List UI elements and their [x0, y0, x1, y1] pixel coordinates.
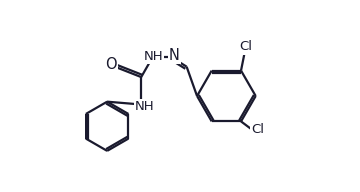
- Text: N: N: [169, 48, 180, 63]
- Text: NH: NH: [135, 100, 154, 113]
- Text: NH: NH: [143, 50, 163, 63]
- Text: Cl: Cl: [239, 41, 252, 53]
- Text: Cl: Cl: [251, 123, 264, 136]
- Text: O: O: [105, 57, 116, 72]
